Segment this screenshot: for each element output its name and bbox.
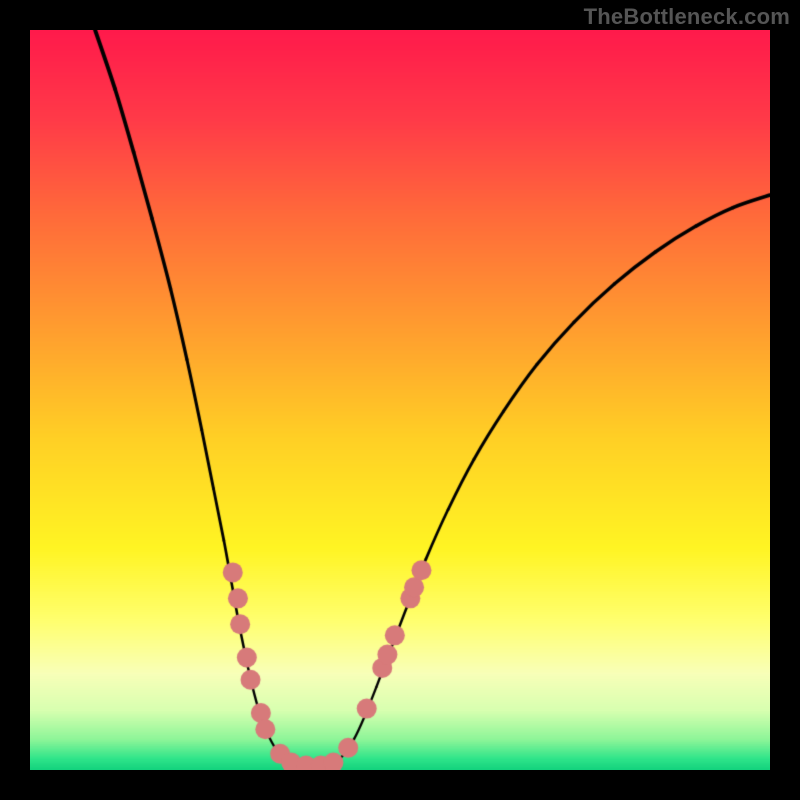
watermark-label: TheBottleneck.com — [584, 4, 790, 30]
chart-frame: TheBottleneck.com — [0, 0, 800, 800]
plot-area — [30, 30, 770, 770]
marker-layer — [30, 30, 770, 770]
